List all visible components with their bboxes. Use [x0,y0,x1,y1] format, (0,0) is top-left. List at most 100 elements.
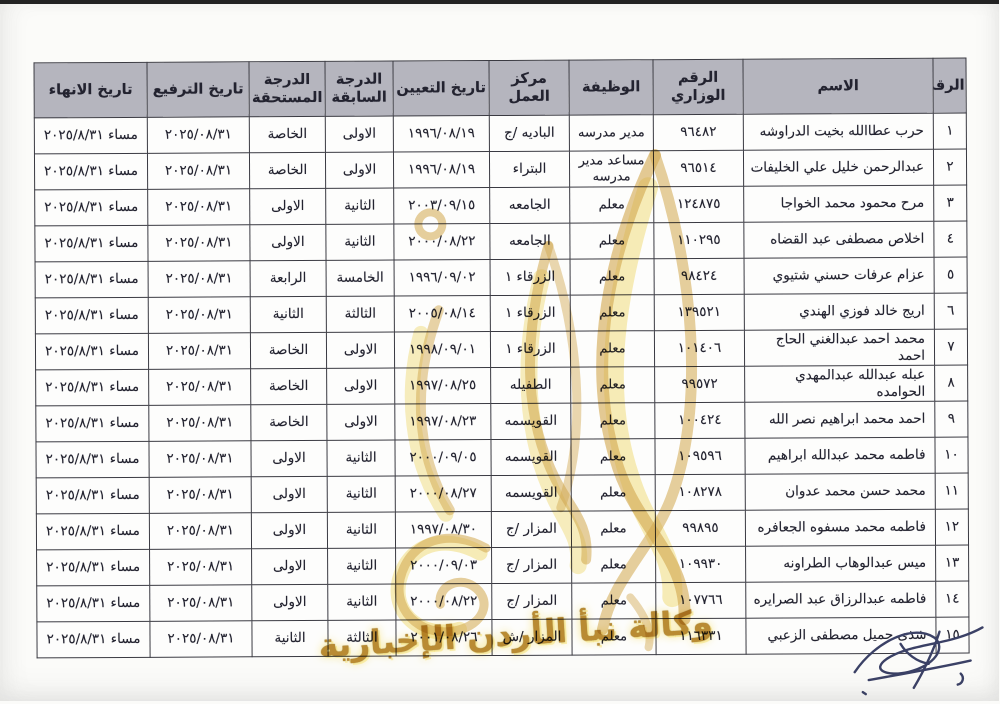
employee-row: ١ حرب عطاالله بخيت الدراوشه ٩٦٤٨٢ مدير م… [35,113,968,154]
cell-job-title: معلم [571,366,656,404]
cell-work-center: الجامعه [490,187,571,224]
cell-employee-name: شذى جميل مصطفى الزعبي [746,617,938,655]
cell-ministry-no: ٩٩٨٩٥ [656,510,747,547]
cell-end-date: مساء ٢٠٢٥/٨/٣١ [37,585,151,622]
cell-hire-date: ١٩٩٦/٠٩/٠٢ [395,259,492,297]
employee-row: ١٣ ميس عبدالوهاب الطراونه ١٠٩٩٣٠ معلم ال… [37,545,970,586]
cell-promo-date: ٢٠٢٥/٠٨/٣١ [149,368,252,406]
cell-work-center: المزار /ج [492,511,573,548]
cell-hire-date: ١٩٩٨/٠٩/٠١ [395,331,492,369]
employee-row: ٧ محمد احمد عبدالغني الحاج احمد ١٠١٤٠٦ م… [36,329,969,370]
cell-prev-grade: الثانية [327,440,397,477]
cell-promo-date: ٢٠٢٥/٠٨/٣١ [149,440,253,478]
col-header-ministry-no: الرقم الوزاري [653,59,745,115]
cell-prev-grade: الثانية [328,476,397,513]
cell-employee-name: محمد حسن محمد عدوان [746,473,937,511]
cell-prev-grade: الاولى [327,368,396,405]
cell-job-title: معلم [571,402,656,440]
cell-hire-date: ٢٠٠٠/٠٩/٠٥ [395,439,493,477]
col-header-promo-date: تاريخ الترفيع [147,61,251,118]
cell-hire-date: ٢٠٠٠/٠٨/٢٢ [396,583,493,621]
employee-row: ٤ اخلاص مصطفى عبد القضاه ١١٠٢٩٥ معلم الج… [35,221,969,262]
cell-employee-name: عزام عرفات حسني شتيوي [745,257,936,295]
employee-row: ٥ عزام عرفات حسني شتيوي ٩٨٤٢٤ معلم الزرق… [36,257,969,298]
cell-row-number: ١٢ [936,509,970,546]
cell-ministry-no: ٩٦٥١٤ [654,150,745,187]
cell-ministry-no: ١٣٩٥٢١ [655,294,746,331]
cell-end-date: مساء ٢٠٢٥/٨/٣١ [36,441,151,478]
cell-work-center: القويسمه [492,475,573,512]
cell-row-number: ٥ [935,257,969,294]
table-header: الرقم الاسم الرقم الوزاري الوظيفة مركز ا… [34,58,968,118]
col-header-due-grade: الدرجة المستحقة [249,61,327,117]
cell-hire-date: ١٩٩٦/٠٨/١٩ [394,151,491,189]
cell-prev-grade: الثانية [328,512,397,549]
cell-employee-name: احمد محمد ابراهيم نصر الله [745,401,936,439]
cell-promo-date: ٢٠٢٥/٠٨/٣١ [149,260,252,298]
cell-hire-date: ٢٠٠١/٠٨/٢٦ [396,619,494,657]
cell-promo-date: ٢٠٢٥/٠٨/٣١ [148,152,251,190]
cell-row-number: ١٥ [936,617,971,654]
cell-ministry-no: ١٢٤٨٧٥ [654,186,745,223]
cell-employee-name: اريج خالد فوزي الهندي [745,293,936,331]
cell-job-title: معلم [571,330,656,368]
cell-promo-date: ٢٠٢٥/٠٨/٣١ [149,296,252,334]
cell-end-date: مساء ٢٠٢٥/٨/٣١ [35,117,149,154]
cell-end-date: مساء ٢٠٢٥/٨/٣١ [35,225,150,262]
col-header-end-date: تاريخ الانهاء [34,62,149,118]
cell-end-date: مساء ٢٠٢٥/٨/٣١ [37,513,151,550]
cell-job-title: معلم [571,438,657,476]
col-header-hire-date: تاريخ التعيين [393,60,491,117]
cell-due-grade: الخاصة [251,332,328,369]
cell-due-grade: الاولى [251,440,329,477]
cell-prev-grade: الاولى [326,152,395,189]
cell-hire-date: ١٩٩٧/٠٨/٢٥ [395,367,492,405]
cell-ministry-no: ١٠٩٥٩٦ [655,438,747,475]
cell-job-title: معلم [572,510,657,548]
cell-row-number: ١٣ [936,545,970,582]
cell-end-date: مساء ٢٠٢٥/٨/٣١ [36,405,150,442]
employee-table-body: ١ حرب عطاالله بخيت الدراوشه ٩٦٤٨٢ مدير م… [35,113,971,658]
cell-row-number: ٧ [935,329,969,366]
cell-end-date: مساء ٢٠٢٥/٨/٣١ [36,297,150,334]
scanner-edge-strip [0,0,1000,4]
cell-due-grade: الثانية [251,296,328,333]
cell-end-date: مساء ٢٠٢٥/٨/٣١ [36,333,150,370]
cell-due-grade: الاولى [252,584,329,621]
cell-job-title: مساعد مدير مدرسه [570,150,655,188]
cell-promo-date: ٢٠٢٥/٠٨/٣١ [148,224,252,262]
cell-job-title: معلم [572,582,657,620]
cell-row-number: ١ [934,113,968,150]
cell-work-center: القويسمه [491,403,572,440]
cell-employee-name: فاطمه عبدالرزاق عبد الصرايره [746,581,937,619]
cell-employee-name: عبدالرحمن خليل علي الخليفات [744,149,935,187]
cell-work-center: الجامعه [490,223,572,260]
cell-promo-date: ٢٠٢٥/٠٨/٣١ [150,548,253,586]
cell-ministry-no: ١٠٧٧٦٦ [656,582,747,619]
cell-row-number: ٨ [935,365,969,402]
col-header-number: الرقم [933,58,968,114]
cell-employee-name: محمد احمد عبدالغني الحاج احمد [745,329,936,367]
cell-end-date: مساء ٢٠٢٥/٨/٣١ [35,189,149,226]
cell-due-grade: الرابعة [251,260,328,297]
cell-job-title: معلم [572,474,657,512]
cell-row-number: ٩ [935,401,969,438]
cell-work-center: الطفيله [491,367,572,404]
cell-job-title: معلم [571,294,656,332]
cell-due-grade: الاولى [252,548,329,585]
cell-row-number: ٢ [934,149,968,186]
cell-due-grade: الثانية [252,620,330,657]
cell-employee-name: حرب عطاالله بخيت الدراوشه [744,113,935,151]
cell-due-grade: الاولى [250,224,328,261]
col-header-job: الوظيفة [569,59,655,116]
cell-employee-name: فاطمه محمد عبدالله ابراهيم [745,437,937,475]
cell-due-grade: الخاصة [251,368,328,405]
cell-work-center: المزار /ج [492,583,573,620]
employee-row: ١٢ فاطمه محمد مسفوه الجعافره ٩٩٨٩٥ معلم … [37,509,970,550]
cell-hire-date: ٢٠٠٥/٠٨/١٤ [395,295,492,333]
cell-ministry-no: ١٠١٤٠٦ [655,330,746,367]
cell-work-center: الزرقاء ١ [491,259,572,296]
cell-ministry-no: ١٠٨٢٧٨ [656,474,747,511]
cell-work-center: المزار /ش [492,619,574,656]
cell-due-grade: الاولى [252,512,329,549]
